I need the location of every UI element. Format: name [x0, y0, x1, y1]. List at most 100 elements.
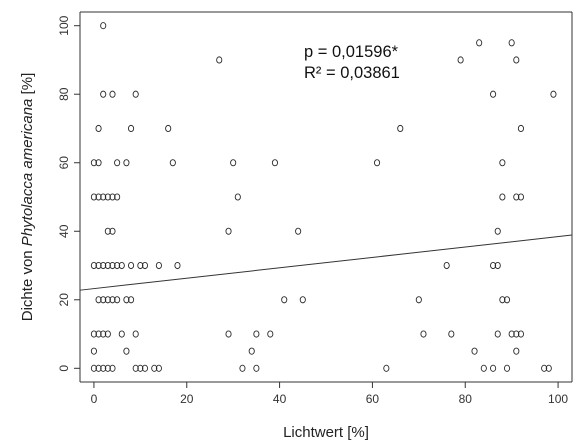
data-point [513, 330, 520, 338]
data-point [508, 330, 515, 338]
data-point [114, 193, 121, 201]
data-point [141, 261, 149, 270]
data-point [95, 193, 102, 201]
data-point [550, 90, 557, 98]
data-point [503, 296, 511, 304]
data-point [271, 159, 278, 167]
data-point [95, 364, 102, 372]
data-point [299, 296, 306, 304]
data-point [239, 364, 246, 372]
data-point [471, 347, 478, 355]
data-point [420, 330, 427, 338]
data-point [118, 261, 125, 270]
y-axis-label-suffix: [%] [19, 73, 36, 99]
data-point [109, 227, 116, 235]
x-axis-label: Lichtwert [%] [283, 424, 369, 441]
y-tick-label: 20 [57, 293, 71, 307]
data-point [234, 193, 241, 201]
data-point [494, 330, 501, 338]
data-point [517, 124, 524, 133]
data-point [225, 330, 232, 338]
data-point [109, 296, 116, 304]
data-point [100, 296, 107, 304]
data-point [267, 330, 274, 338]
plot-area [79, 11, 573, 383]
data-point [109, 261, 116, 270]
data-point [383, 364, 390, 372]
data-point [114, 159, 121, 167]
data-point [104, 364, 111, 372]
data-point [541, 364, 548, 372]
data-point [248, 347, 255, 355]
data-point [513, 347, 520, 355]
data-point [230, 159, 237, 167]
data-point [253, 330, 260, 338]
data-point [95, 159, 102, 167]
data-point [517, 330, 524, 338]
y-tick-label: 100 [57, 15, 71, 35]
data-point [457, 56, 464, 64]
data-point [151, 364, 158, 372]
data-point [415, 296, 422, 304]
x-tick-label: 0 [91, 392, 98, 406]
data-point [104, 193, 111, 201]
data-point [281, 296, 288, 304]
data-point [128, 124, 135, 133]
data-point [104, 261, 111, 270]
y-tick-label: 40 [57, 224, 71, 238]
y-tick-label: 80 [57, 87, 71, 101]
data-point [123, 347, 130, 355]
data-point [123, 296, 130, 304]
p-value-annotation: p = 0,01596* [304, 43, 399, 61]
data-point [499, 296, 506, 304]
data-point [114, 261, 121, 270]
data-point [443, 261, 450, 270]
data-point [513, 56, 520, 64]
data-points [90, 22, 557, 372]
data-point [95, 124, 102, 133]
data-point [253, 364, 260, 372]
data-point [100, 330, 107, 338]
data-point [114, 296, 121, 304]
x-tick-label: 40 [273, 392, 287, 406]
data-point [397, 124, 404, 133]
data-point [513, 193, 520, 201]
data-point [90, 261, 97, 270]
data-point [109, 193, 116, 201]
data-point [123, 159, 130, 167]
data-point [480, 364, 487, 372]
data-point [109, 364, 116, 372]
data-point [216, 56, 223, 64]
data-point [499, 159, 506, 167]
data-point [141, 364, 149, 372]
data-point [132, 330, 139, 338]
data-point [100, 90, 107, 98]
data-point [100, 193, 107, 201]
data-point [517, 193, 524, 201]
data-point [137, 364, 144, 372]
data-point [109, 90, 116, 98]
y-tick-label: 60 [57, 156, 71, 170]
data-point [95, 296, 102, 304]
data-point [476, 39, 483, 47]
data-point [490, 90, 497, 98]
data-point [494, 261, 501, 270]
y-axis-label: Dichte von Phytolacca americana [%] [19, 73, 36, 321]
data-point [90, 159, 97, 167]
data-point [95, 261, 102, 270]
data-point [490, 364, 497, 372]
data-point [90, 193, 97, 201]
data-point [100, 22, 107, 30]
data-point [545, 364, 552, 372]
data-point [90, 347, 97, 355]
data-point [174, 261, 181, 270]
data-point [374, 159, 381, 167]
data-point [155, 261, 162, 270]
data-point [128, 261, 135, 270]
x-tick-label: 20 [180, 392, 194, 406]
y-tick-label: 0 [57, 365, 71, 372]
data-point [104, 296, 111, 304]
data-point [104, 227, 111, 235]
data-point [100, 261, 107, 270]
